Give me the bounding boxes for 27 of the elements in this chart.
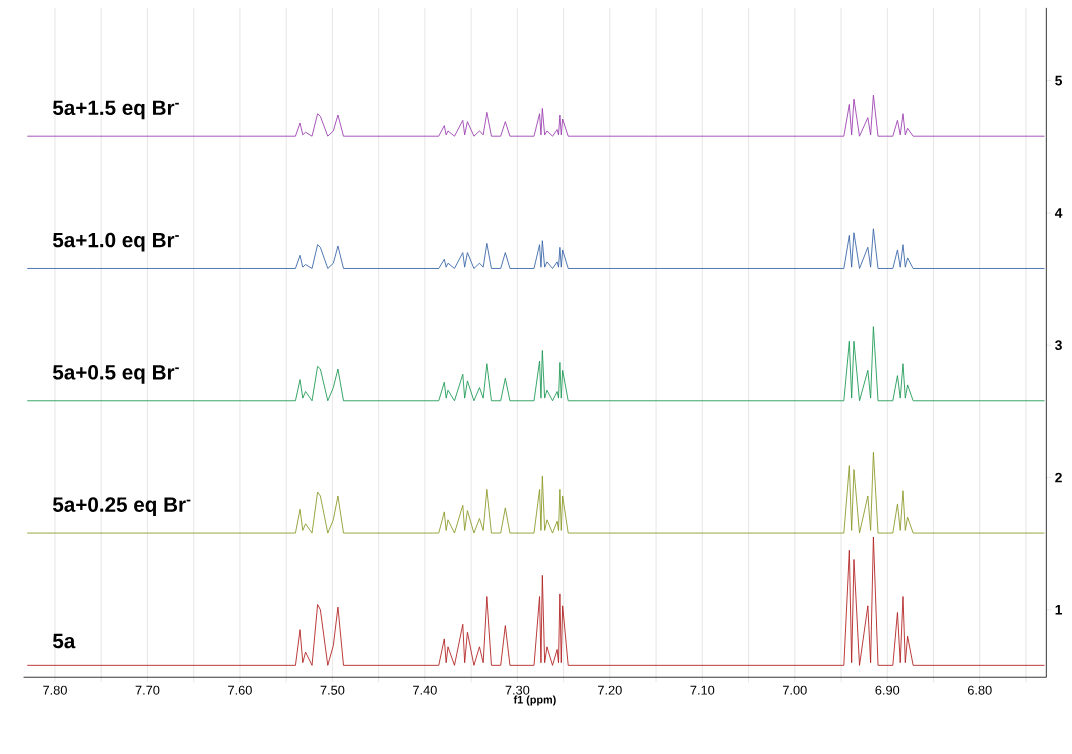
line-series [26, 451, 1045, 534]
x-tick-label: 7.20 [598, 685, 622, 695]
y-tick-label: 5 [1055, 75, 1063, 86]
y-tick-label: 2 [1055, 472, 1062, 483]
x-tick-label: 7.80 [43, 685, 67, 695]
line-series [26, 94, 1045, 137]
series-label: 5a [52, 633, 76, 649]
series-label: 5a+1.5 eq Br$^{-}$ [52, 100, 179, 120]
series-label: 5a+1.0 eq Br$^{-}$ [52, 232, 179, 252]
x-tick-label: 7.10 [690, 685, 715, 695]
series-label: 5a+0.25 eq Br$^{-}$ [52, 497, 191, 516]
x-tick-label: 7.00 [783, 685, 807, 695]
y-tick-label: 4 [1054, 208, 1063, 218]
y-tick-label: 1 [1055, 604, 1063, 615]
x-tick-label: 7.60 [228, 685, 252, 695]
x-tick-label: 6.90 [875, 685, 900, 695]
x-tick-label: 7.50 [320, 685, 345, 695]
line-series [26, 536, 1045, 666]
x-axis-title: f1 (ppm) [513, 695, 556, 706]
line-series [26, 326, 1045, 402]
x-tick-label: 7.70 [135, 685, 160, 695]
series-label: 5a+0.5 eq Br$^{-}$ [52, 364, 179, 384]
x-tick-label: 7.40 [413, 685, 437, 695]
y-tick-label: 3 [1055, 340, 1062, 350]
x-tick-label: 6.80 [967, 685, 992, 695]
x-tick-label: 7.30 [505, 685, 530, 695]
line-series [26, 228, 1045, 269]
